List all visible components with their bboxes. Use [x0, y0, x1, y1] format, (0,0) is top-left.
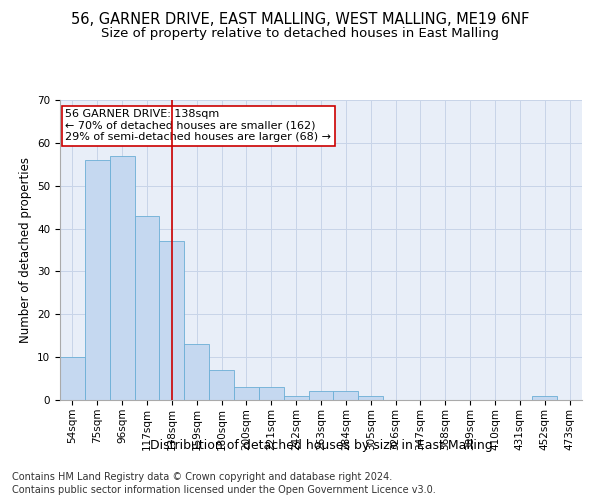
Bar [60, 357, 85, 400]
Text: 56, GARNER DRIVE, EAST MALLING, WEST MALLING, ME19 6NF: 56, GARNER DRIVE, EAST MALLING, WEST MAL… [71, 12, 529, 28]
Bar [259, 387, 284, 400]
Bar [532, 396, 557, 400]
Bar [134, 216, 160, 400]
Bar [209, 370, 234, 400]
Bar [358, 396, 383, 400]
Bar [85, 160, 110, 400]
Bar [234, 387, 259, 400]
Text: Contains HM Land Registry data © Crown copyright and database right 2024.: Contains HM Land Registry data © Crown c… [12, 472, 392, 482]
Bar [110, 156, 134, 400]
Bar [284, 396, 308, 400]
Y-axis label: Number of detached properties: Number of detached properties [19, 157, 32, 343]
Text: Distribution of detached houses by size in East Malling: Distribution of detached houses by size … [149, 440, 493, 452]
Bar [160, 242, 184, 400]
Bar [308, 392, 334, 400]
Text: 56 GARNER DRIVE: 138sqm
← 70% of detached houses are smaller (162)
29% of semi-d: 56 GARNER DRIVE: 138sqm ← 70% of detache… [65, 109, 331, 142]
Text: Contains public sector information licensed under the Open Government Licence v3: Contains public sector information licen… [12, 485, 436, 495]
Text: Size of property relative to detached houses in East Malling: Size of property relative to detached ho… [101, 28, 499, 40]
Bar [184, 344, 209, 400]
Bar [334, 392, 358, 400]
